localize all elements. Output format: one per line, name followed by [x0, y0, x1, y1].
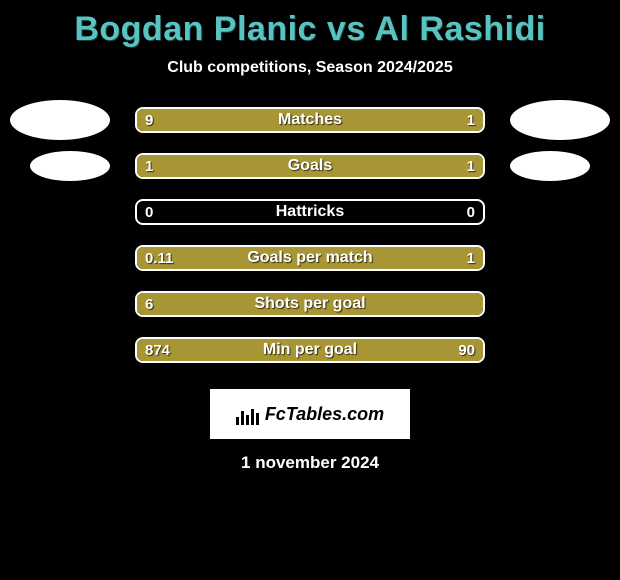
stat-value-left: 874 — [145, 339, 170, 361]
stat-label: Hattricks — [137, 201, 483, 223]
stat-bar-left — [137, 155, 310, 177]
comparison-chart: 91Matches11Goals00Hattricks0.111Goals pe… — [0, 107, 620, 383]
chart-date: 1 november 2024 — [0, 453, 620, 473]
player-avatar-right — [510, 100, 610, 140]
page-subtitle: Club competitions, Season 2024/2025 — [0, 59, 620, 77]
stat-value-right: 0 — [467, 201, 475, 223]
stat-bar-left — [137, 293, 483, 315]
stat-bar-left — [137, 109, 400, 131]
stat-bar-left — [137, 339, 400, 361]
stat-bar-right — [199, 247, 483, 269]
stat-bar-track: 6Shots per goal — [135, 291, 485, 317]
stat-value-left: 1 — [145, 155, 153, 177]
player-avatar-left — [10, 100, 110, 140]
stat-value-left: 0 — [145, 201, 153, 223]
branding-text: FcTables.com — [265, 404, 384, 425]
stat-row: 0 0Hattricks — [0, 199, 620, 245]
stat-row: 91Matches — [0, 107, 620, 153]
page-title: Bogdan Planic vs Al Rashidi — [0, 0, 620, 49]
stat-row: 87490Min per goal — [0, 337, 620, 383]
stat-bar-track: 0.111Goals per match — [135, 245, 485, 271]
stat-row: 0.111Goals per match — [0, 245, 620, 291]
stat-value-left: 9 — [145, 109, 153, 131]
stat-bar-track: 91Matches — [135, 107, 485, 133]
stat-value-left: 6 — [145, 293, 153, 315]
stat-value-right: 1 — [467, 247, 475, 269]
stat-bar-track: 87490Min per goal — [135, 337, 485, 363]
stat-row: 6Shots per goal — [0, 291, 620, 337]
stat-value-right: 90 — [458, 339, 475, 361]
branding-bars-icon — [236, 404, 261, 425]
stat-bar-track: 0 0Hattricks — [135, 199, 485, 225]
team-avatar-left — [30, 151, 110, 181]
stat-value-left: 0.11 — [145, 247, 173, 269]
stat-value-right: 1 — [467, 155, 475, 177]
branding-logo: FcTables.com — [210, 389, 410, 439]
stat-row: 11Goals — [0, 153, 620, 199]
team-avatar-right — [510, 151, 590, 181]
stat-bar-right — [310, 155, 483, 177]
stat-value-right: 1 — [467, 109, 475, 131]
stat-bar-track: 11Goals — [135, 153, 485, 179]
